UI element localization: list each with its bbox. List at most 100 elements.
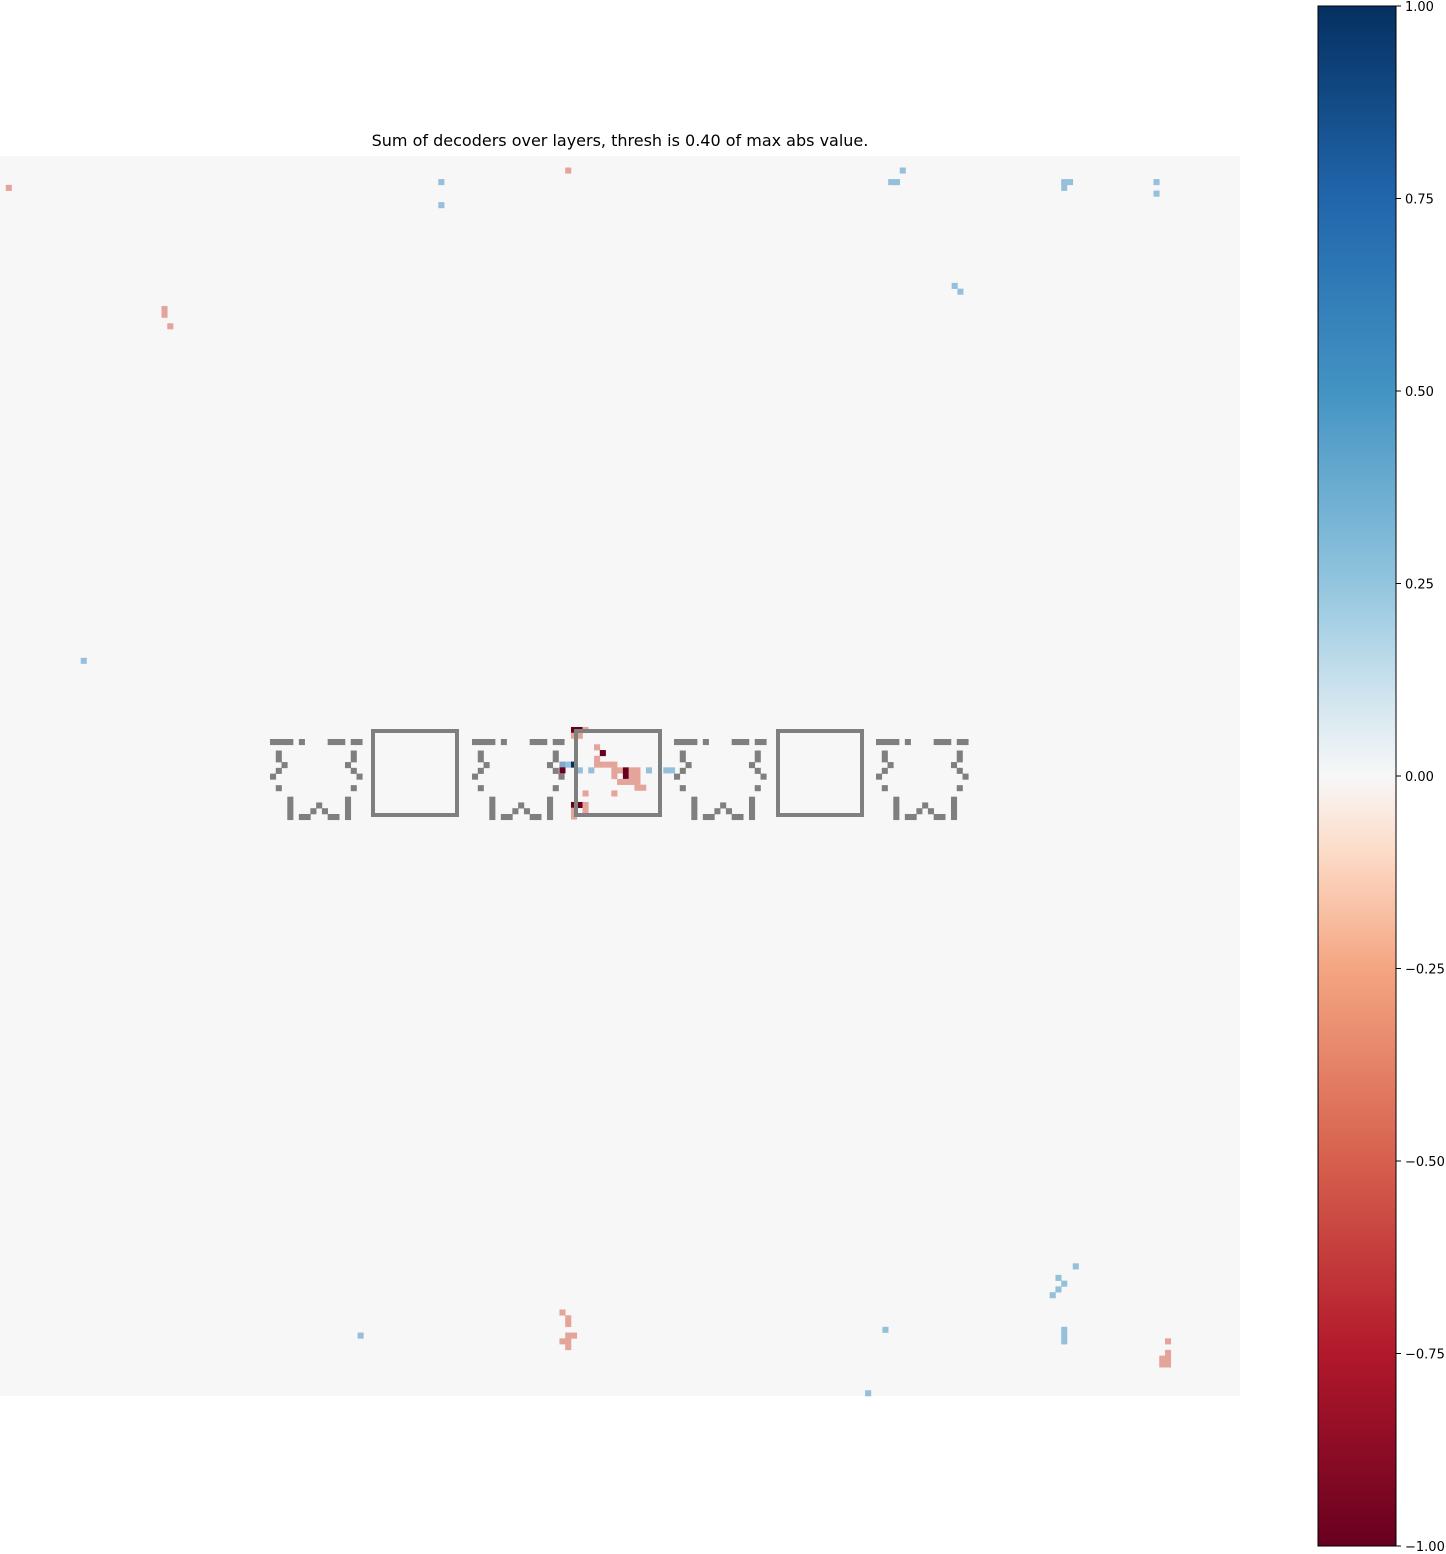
heatmap-cell <box>357 1332 364 1339</box>
overlay-glyph-pixel <box>356 739 363 746</box>
overlay-glyph-pixel <box>275 756 282 763</box>
overlay-glyph-pixel <box>962 739 969 746</box>
overlay-glyph-pixel <box>916 808 923 815</box>
overlay-glyph-pixel <box>281 739 288 746</box>
heatmap-cell <box>882 1326 889 1333</box>
heatmap-cell <box>611 790 618 797</box>
overlay-glyph-pixel <box>679 750 686 757</box>
heatmap-cell <box>565 167 572 174</box>
heatmap-cell <box>594 744 601 751</box>
heatmap-cell <box>438 179 445 186</box>
overlay-glyph-pixel <box>546 813 554 821</box>
overlay-glyph-pixel <box>881 739 888 746</box>
overlay-glyph-pixel <box>685 739 692 746</box>
overlay-glyph-pixel <box>546 808 554 815</box>
heatmap-cell <box>599 750 606 757</box>
overlay-glyph-pixel <box>893 808 900 815</box>
overlay-glyph-pixel <box>679 756 686 763</box>
overlay-glyph-pixel <box>275 785 282 792</box>
overlay-glyph-pixel <box>904 739 911 746</box>
heatmap-cell <box>438 202 445 209</box>
colorbar-tick-label: 0.50 <box>1405 385 1434 400</box>
heatmap-cell <box>957 288 964 295</box>
heatmap-cell <box>559 767 566 774</box>
heatmap-cell <box>582 807 589 814</box>
heatmap-cell <box>1061 1280 1068 1287</box>
colorbar-gradient <box>1317 5 1397 1547</box>
overlay-glyph-pixel <box>287 796 294 803</box>
overlay-box <box>574 729 662 817</box>
overlay-glyph-pixel <box>310 808 317 815</box>
overlay-glyph-pixel <box>270 739 277 746</box>
overlay-glyph-pixel <box>881 785 888 792</box>
heatmap-cell <box>559 1338 566 1345</box>
heatmap-cell <box>611 773 618 780</box>
overlay-glyph-pixel <box>887 762 894 769</box>
overlay-glyph-pixel <box>691 813 698 821</box>
overlay-glyph-pixel <box>350 756 357 763</box>
colorbar-tick-label: 0.75 <box>1405 193 1434 208</box>
overlay-glyph-pixel <box>956 756 963 763</box>
heatmap-cell <box>899 167 906 174</box>
heatmap-cell <box>161 311 168 318</box>
heatmap-cell <box>611 767 618 774</box>
overlay-glyph-pixel <box>754 767 761 774</box>
overlay-glyph-pixel <box>529 739 536 746</box>
heatmap-cell <box>1061 1338 1068 1345</box>
heatmap-cell <box>617 778 624 785</box>
colorbar-tick-label: −1.00 <box>1405 1540 1445 1554</box>
overlay-box <box>371 729 459 817</box>
overlay-glyph-pixel <box>748 762 756 769</box>
heatmap-cell <box>622 778 629 785</box>
overlay-glyph-pixel <box>731 739 738 746</box>
overlay-glyph-pixel <box>275 750 282 757</box>
overlay-glyph-pixel <box>287 802 294 809</box>
overlay-glyph-pixel <box>558 739 565 746</box>
heatmap-cell <box>576 732 583 739</box>
overlay-glyph-pixel <box>945 739 952 746</box>
heatmap-cell <box>622 773 629 780</box>
heatmap-cell <box>669 767 676 774</box>
heatmap-cell <box>628 767 635 774</box>
layout-overlay <box>270 729 969 821</box>
heatmap-cell <box>663 767 670 774</box>
overlay-glyph-pixel <box>720 802 727 809</box>
overlay-glyph-pixel <box>477 756 484 763</box>
heatmap-cell <box>576 767 583 774</box>
overlay-glyph-pixel <box>344 796 352 803</box>
heatmap-cell <box>634 767 641 774</box>
overlay-glyph-pixel <box>552 739 559 746</box>
overlay-glyph-pixel <box>327 813 334 821</box>
heatmap-background <box>0 156 1240 1396</box>
overlay-glyph-pixel <box>541 739 548 746</box>
overlay-glyph-pixel <box>679 739 686 746</box>
overlay-glyph-pixel <box>350 750 357 757</box>
overlay-glyph-pixel <box>743 739 750 746</box>
overlay-glyph-pixel <box>904 813 911 821</box>
overlay-glyph-pixel <box>702 739 709 746</box>
overlay-glyph-pixel <box>546 762 554 769</box>
heatmap-cell <box>611 761 618 768</box>
overlay-glyph-pixel <box>506 813 513 821</box>
overlay-glyph-pixel <box>893 796 900 803</box>
overlay-glyph-pixel <box>956 785 963 792</box>
overlay-glyph-pixel <box>910 813 917 821</box>
overlay-glyph-pixel <box>327 739 334 746</box>
heatmap-cell <box>570 1332 578 1339</box>
overlay-glyph-pixel <box>483 762 490 769</box>
overlay-glyph-pixel <box>674 739 681 746</box>
heatmap-cell <box>1153 190 1160 197</box>
overlay-glyph-pixel <box>962 773 969 780</box>
heatmap-cell <box>582 790 589 797</box>
colorbar-tick-label: 0.25 <box>1405 578 1434 593</box>
overlay-glyph-pixel <box>287 813 294 821</box>
overlay-glyph-pixel <box>512 808 519 815</box>
overlay-glyph-pixel <box>287 739 294 746</box>
overlay-glyph-pixel <box>933 813 940 821</box>
heatmap-cell <box>1061 1332 1068 1339</box>
overlay-glyph-pixel <box>927 808 934 815</box>
heatmap-cell <box>1061 1326 1068 1333</box>
heatmap-cell <box>594 761 601 768</box>
heatmap-cell <box>1165 1361 1172 1368</box>
